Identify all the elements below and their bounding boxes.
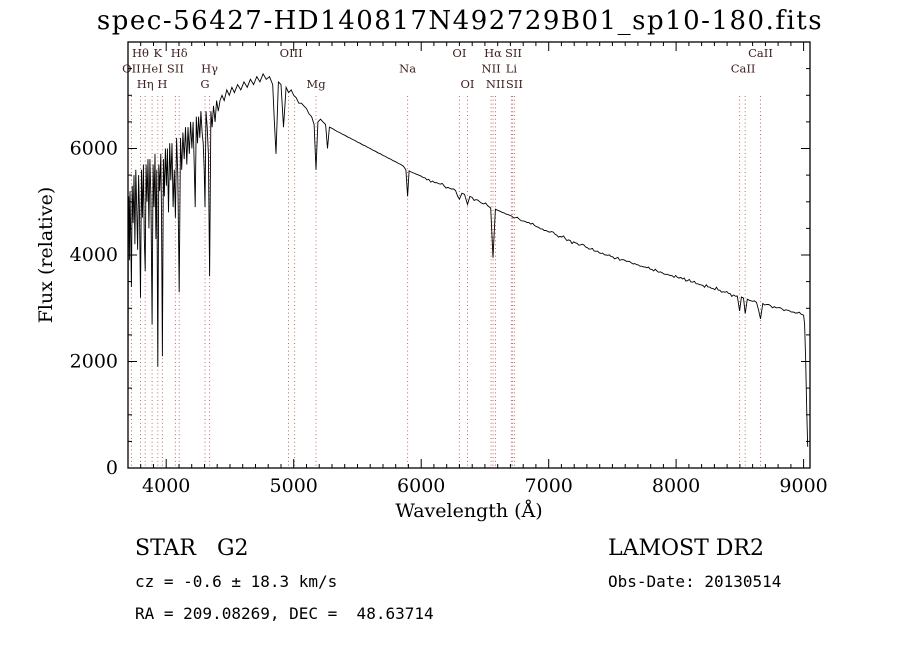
spectral-line-label: OI: [452, 46, 466, 60]
plot-title: spec-56427-HD140817N492729B01_sp10-180.f…: [96, 6, 824, 36]
spectral-line-label: H: [157, 77, 167, 91]
x-tick-label: 9000: [779, 475, 827, 497]
x-tick-label: 6000: [397, 475, 445, 497]
spectral-line-label: SII: [505, 46, 522, 60]
spectral-line-label: SII: [506, 77, 523, 91]
spectral-line-label: Hη: [137, 77, 154, 91]
obs-date-value: Obs-Date: 20130514: [608, 572, 782, 591]
spectral-line-label: Hθ: [132, 46, 149, 60]
plot-box: [127, 41, 811, 469]
x-tick-label: 8000: [652, 475, 700, 497]
spectral-line-label: NII: [486, 77, 505, 91]
spectral-line-label: Hα: [484, 46, 502, 60]
spectral-line-label: K: [154, 46, 163, 60]
spectral-line-label: CaII: [748, 46, 773, 60]
spectral-line-label: CaII: [731, 62, 756, 76]
spectral-line-label: OIII: [280, 46, 303, 60]
survey-label: LAMOST DR2: [608, 536, 764, 561]
x-tick-label: 4000: [142, 475, 190, 497]
spectral-line-label: G: [200, 77, 209, 91]
x-tick-label: 5000: [270, 475, 318, 497]
x-axis-label: Wavelength (Å): [395, 500, 543, 522]
spectral-line-label: OI: [461, 77, 475, 91]
y-tick-label: 6000: [70, 138, 118, 160]
spectral-line-label: Mg: [306, 77, 326, 91]
object-class-label: STAR G2: [135, 536, 249, 561]
y-tick-label: 0: [106, 457, 118, 479]
cz-value: cz = -0.6 ± 18.3 km/s: [135, 572, 338, 591]
spectral-line-label: Hγ: [201, 62, 218, 76]
x-tick-label: 7000: [525, 475, 573, 497]
spectral-line-label: HeI: [141, 62, 162, 76]
coordinates-value: RA = 209.08269, DEC = 48.63714: [135, 604, 434, 623]
spectrum-line: [128, 72, 809, 447]
y-tick-label: 4000: [70, 244, 118, 266]
spectral-line-label: Na: [399, 62, 416, 76]
spectral-line-label: NII: [482, 62, 501, 76]
spectral-line-label: Hδ: [171, 46, 188, 60]
spectral-line-label: SII: [167, 62, 184, 76]
y-tick-label: 2000: [70, 351, 118, 373]
spectral-line-label: Li: [506, 62, 518, 76]
